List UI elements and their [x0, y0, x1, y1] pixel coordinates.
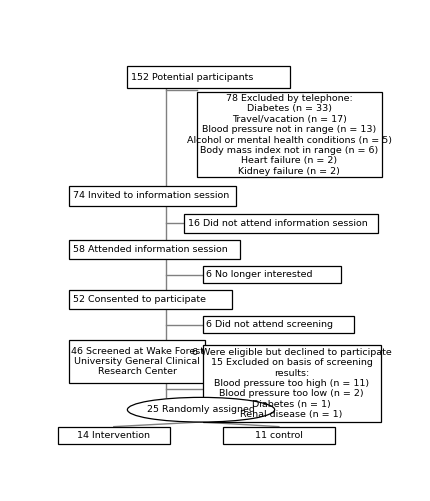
Text: 6 No longer interested: 6 No longer interested: [206, 270, 313, 279]
Text: 58 Attended information session: 58 Attended information session: [73, 245, 228, 254]
FancyBboxPatch shape: [223, 427, 335, 443]
Text: 6 Were eligible but declined to participate
15 Excluded on basis of screening
re: 6 Were eligible but declined to particip…: [192, 348, 392, 419]
Text: 152 Potential participants: 152 Potential participants: [131, 73, 254, 82]
FancyBboxPatch shape: [69, 186, 236, 205]
FancyBboxPatch shape: [69, 340, 205, 383]
FancyBboxPatch shape: [203, 345, 381, 422]
Text: 6 Did not attend screening: 6 Did not attend screening: [206, 320, 333, 329]
Text: 74 Invited to information session: 74 Invited to information session: [73, 191, 229, 200]
FancyBboxPatch shape: [58, 427, 170, 443]
Text: 14 Intervention: 14 Intervention: [77, 431, 150, 439]
Text: 78 Excluded by telephone:
Diabetes (n = 33)
Travel/vacation (n = 17)
Blood press: 78 Excluded by telephone: Diabetes (n = …: [187, 94, 392, 176]
Ellipse shape: [127, 397, 275, 422]
FancyBboxPatch shape: [127, 66, 290, 88]
Text: 52 Consented to participate: 52 Consented to participate: [73, 295, 206, 304]
FancyBboxPatch shape: [69, 291, 232, 309]
FancyBboxPatch shape: [197, 93, 381, 177]
Text: 16 Did not attend information session: 16 Did not attend information session: [188, 219, 368, 228]
FancyBboxPatch shape: [203, 316, 353, 333]
Text: 11 control: 11 control: [255, 431, 303, 439]
FancyBboxPatch shape: [184, 214, 378, 232]
Text: 25 Randomly assigned: 25 Randomly assigned: [147, 405, 255, 414]
FancyBboxPatch shape: [203, 266, 341, 283]
Text: 46 Screened at Wake Forest
University General Clinical
Research Center: 46 Screened at Wake Forest University Ge…: [71, 347, 203, 376]
FancyBboxPatch shape: [69, 240, 240, 259]
